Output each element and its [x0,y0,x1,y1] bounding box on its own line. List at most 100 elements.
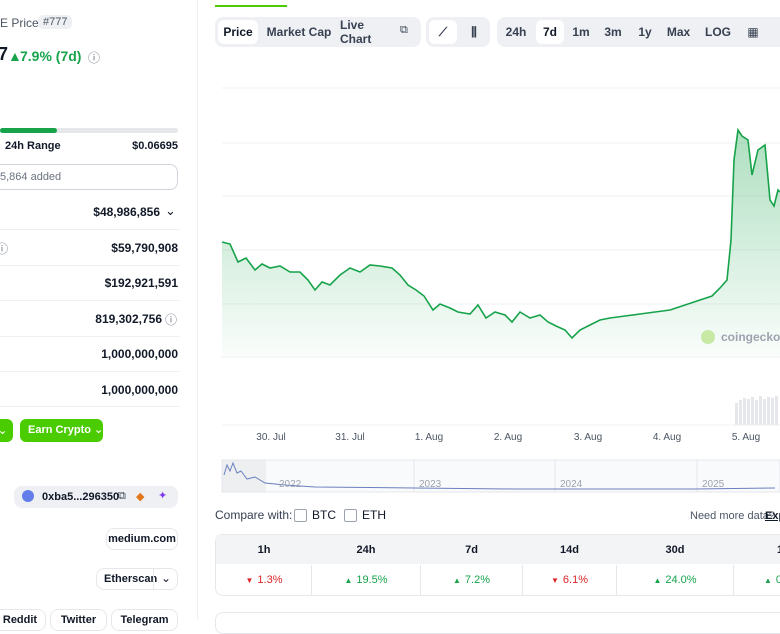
explorer-link[interactable]: Etherscan [96,568,178,590]
community-label: Telegram [120,614,169,626]
divider [0,406,180,407]
community-link[interactable]: Twitter [50,609,107,631]
navigator-grid [413,460,698,492]
info-icon[interactable]: ⓘ [88,51,101,65]
range-fill [0,128,57,133]
range-option[interactable]: 3m [604,25,622,39]
x-label: 30. Jul [256,432,285,443]
navigator-window[interactable] [222,460,266,492]
table-header: 1 [770,536,780,564]
stat-value: 1,000,000,000 [101,383,178,397]
panel-divider [197,0,198,620]
change-value: 7.2% [464,574,490,586]
tab[interactable]: Live Chart [340,18,372,46]
divider [733,565,734,595]
divider [0,371,180,372]
watchlist-count: 5,864 added [0,171,62,183]
button-fragment[interactable]: ⌄ [0,419,13,442]
range-option[interactable]: 1y [638,25,652,39]
export-link[interactable]: Exp [765,510,780,522]
tab-indicator [215,5,287,7]
change-value: 24.0% [665,574,697,586]
coin-name: E Price [0,16,39,30]
price-line [221,127,780,340]
line-icon[interactable]: ⟋ [429,20,457,44]
x-label: 5. Aug [732,432,760,443]
navigator[interactable] [221,459,780,493]
table-header-bg [216,535,780,564]
table-cell: ▲ 19.5% [344,574,388,586]
explorer-label: Etherscan [104,573,158,585]
divider [0,229,180,230]
range-option[interactable]: 24h [505,25,527,39]
watchlist-box[interactable] [0,164,178,190]
table-cell: ▲ 7.2% [453,574,490,586]
external-icon: ⧉ [400,24,408,36]
range-option[interactable]: 1m [572,25,590,39]
divider [0,300,180,301]
price-change: 7.9% (7d) [20,48,82,64]
table-cell: ▼ 6.1% [551,574,588,586]
divider [616,565,617,595]
range-label: 24h Range [5,140,61,152]
candle-icon[interactable]: ⫼ [471,24,477,39]
earn-label: Earn Crypto [28,424,91,436]
navigator-line [223,461,776,490]
change-value: 1.3% [257,574,283,586]
range-option[interactable]: LOG [705,25,731,39]
chevron[interactable]: ⌄ [161,571,172,585]
price-chart: coingecko 30. Jul 31. Jul 1. Aug 2. Aug … [221,87,780,493]
watermark-logo [701,330,715,344]
community-link[interactable]: Telegram [111,609,178,631]
grid [222,87,780,426]
tab[interactable]: Price [218,20,258,44]
contract-address: 0xba5...296350 [42,491,120,503]
watermark: coingecko [721,330,780,344]
checkbox[interactable] [294,509,307,522]
range-option[interactable]: 7d [536,20,564,44]
metamask-icon[interactable]: ◆ [136,491,145,503]
checkbox[interactable] [344,509,357,522]
change-value: 19.5% [356,574,388,586]
contract-pill[interactable] [14,486,178,508]
more-data: Need more data? [690,510,775,522]
copy-icon[interactable]: ⧉ [118,490,126,502]
stat-value: 1,000,000,000 [101,347,178,361]
next-section [215,612,780,634]
compare-option: BTC [312,508,336,522]
earn-button[interactable]: Earn Crypto ⌄ [20,419,103,442]
performance-table [215,534,780,596]
calendar-icon[interactable]: ▦ [747,25,759,39]
divider [311,565,312,595]
volume-bars [735,396,778,425]
compare-option: ETH [362,508,386,522]
change-value: 0 [775,574,780,586]
info-icon[interactable]: ⓘ [165,313,178,327]
tab[interactable]: Market Cap [266,25,332,39]
navigator-label: 2023 [419,479,442,490]
website-link[interactable]: medium.com [106,528,178,550]
rank-badge: #777 [38,15,73,29]
community-link[interactable]: Reddit [0,609,46,631]
price: 7 [0,44,9,64]
community-label: Twitter [60,614,97,626]
divider [153,568,154,590]
table-header: 7d [465,544,478,556]
range-high: $0.06695 [132,140,178,152]
x-label: 2. Aug [494,432,522,443]
website-label: medium.com [108,533,176,545]
divider [0,265,180,266]
more-icon[interactable]: ✦ [158,490,168,502]
range-option[interactable]: Max [666,25,691,39]
navigator-label: 2024 [560,479,583,490]
community-label: Reddit [2,614,38,626]
table-cell: ▲ 0 [758,566,780,594]
table-cell: ▼ 1.3% [245,574,283,586]
table-cell: ▲ 24.0% [653,574,697,586]
table-header: 30d [665,544,685,556]
chevron[interactable]: ⌄ [165,203,176,218]
x-label: 1. Aug [415,432,443,443]
table-header: 24h [356,544,376,556]
compare-label: Compare with: [215,508,293,522]
